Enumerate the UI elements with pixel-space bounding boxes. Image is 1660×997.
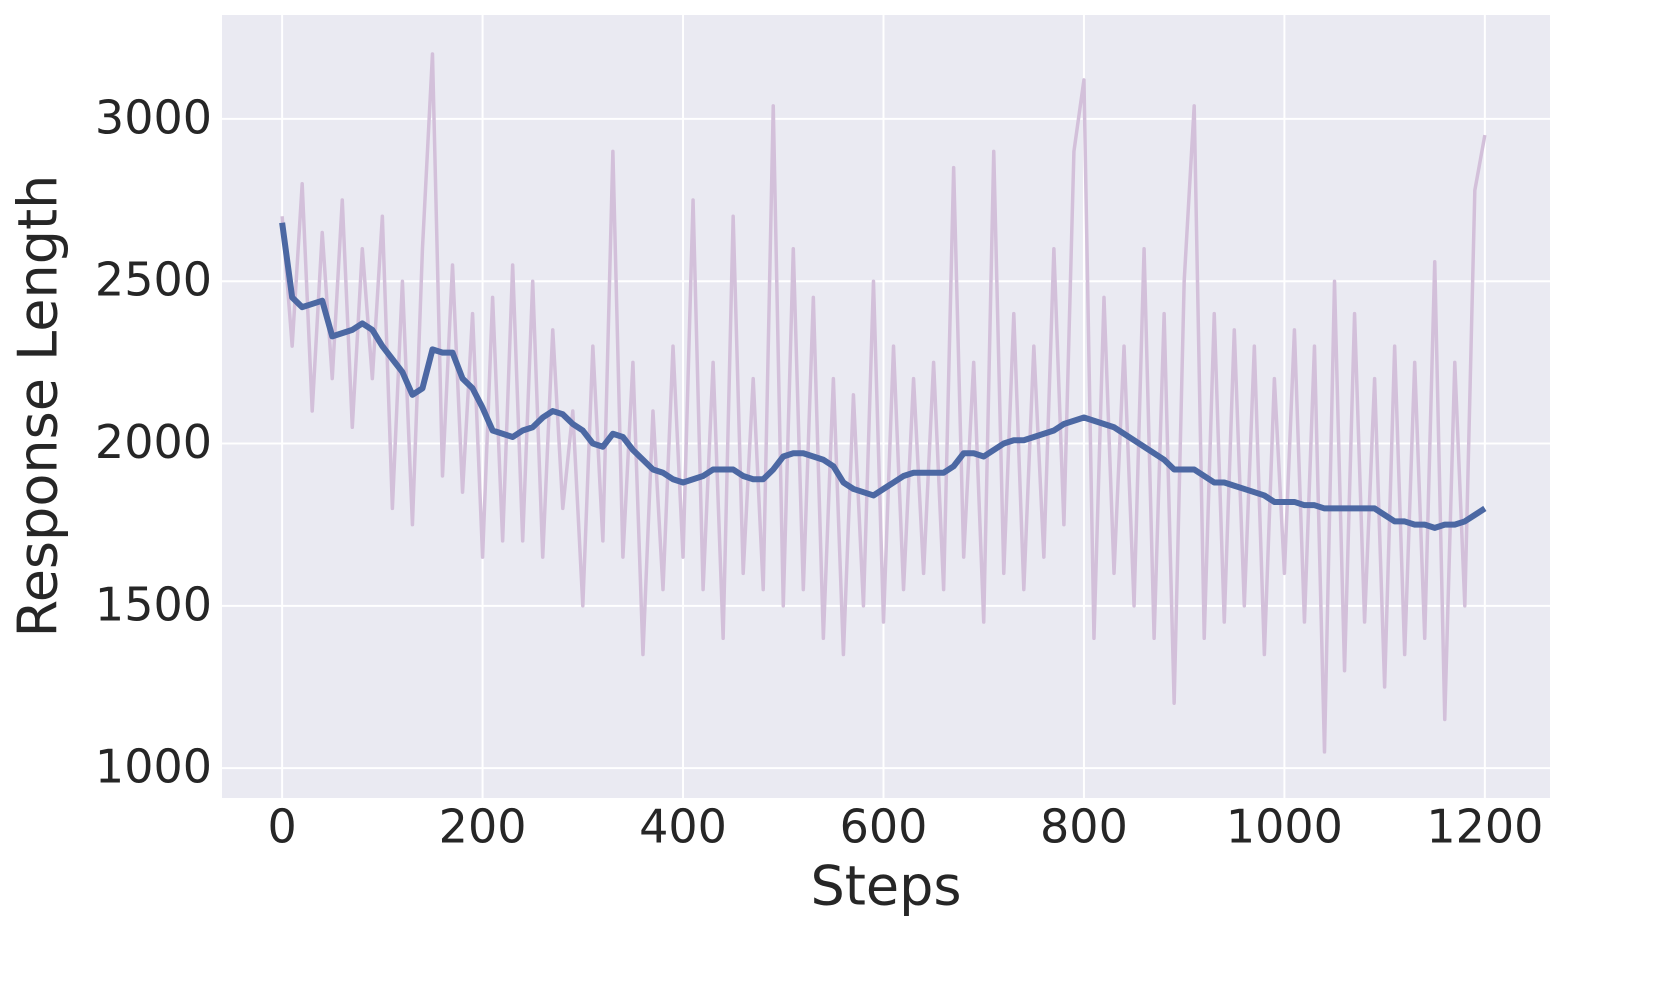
x-tick-label: 600: [840, 800, 928, 854]
y-axis-label: Response Length: [7, 175, 70, 638]
x-tick-label: 200: [439, 800, 527, 854]
y-tick-label: 1500: [95, 577, 212, 631]
x-tick-label: 1000: [1226, 800, 1343, 854]
x-axis-label: Steps: [810, 855, 961, 918]
plot-area: [222, 15, 1550, 798]
x-tick-label: 0: [267, 800, 296, 854]
y-tick-label: 1000: [95, 740, 212, 794]
x-tick-label: 1200: [1426, 800, 1543, 854]
series-line: [279, 222, 1487, 531]
series-line: [280, 52, 1487, 754]
y-tick-label: 3000: [95, 90, 212, 144]
x-tick-label: 800: [1040, 800, 1128, 854]
y-tick-label: 2500: [95, 253, 212, 307]
y-tick-label: 2000: [95, 415, 212, 469]
x-tick-label: 400: [639, 800, 727, 854]
